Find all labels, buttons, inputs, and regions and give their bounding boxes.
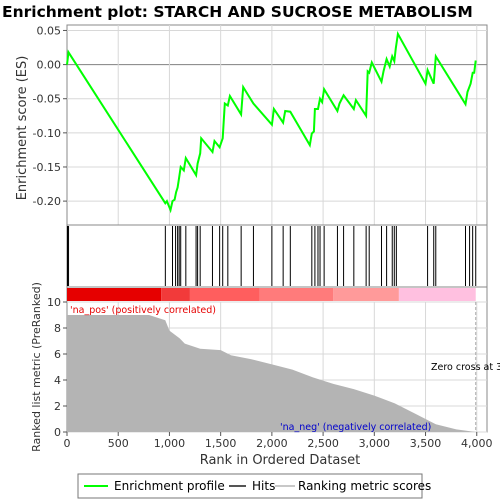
es-y-tick-label: -0.15 [33,161,61,174]
ranked-x-axis-label: Rank in Ordered Dataset [200,453,361,468]
ranked-y-tick-label: 10 [47,296,61,309]
color-bar-segment [67,288,162,301]
legend-frame [77,473,423,499]
ranked-y-tick-label: 6 [54,348,61,361]
ranked-y-axis-label: Ranked list metric (PreRanked) [30,282,43,452]
ranked-x-tick-label: 1,000 [154,437,186,450]
color-bar-segment [161,288,190,301]
ranked-y-tick-label: 4 [54,374,61,387]
es-y-tick-label: 0.05 [37,24,62,37]
ranked-x-tick-label: 0 [64,437,71,450]
ranked-x-tick-label: 3,000 [359,437,391,450]
es-panel-frame [66,24,488,226]
es-y-ticks: 0.05 0.00 -0.05 -0.10 -0.15 -0.20 [33,24,67,208]
ranked-x-tick-label: 2,500 [307,437,339,450]
ranked-y-tick-label: 8 [54,322,61,335]
ranked-x-tick-label: 4,000 [461,437,493,450]
chart-title: Enrichment plot: STARCH AND SUCROSE META… [2,3,473,21]
zero-cross-label: Zero cross at 3 [431,362,500,373]
ranked-x-tick-label: 500 [108,437,129,450]
ranked-x-tick-label: 2,000 [256,437,288,450]
es-y-tick-label: 0.00 [37,59,62,72]
legend-label-hits: Hits [252,479,275,493]
color-bar-segments [67,288,476,301]
legend-label-enrichment: Enrichment profile [114,479,225,493]
color-bar-segment [398,288,476,301]
positive-correlation-label: 'na_pos' (positively correlated) [70,305,216,316]
ranked-y-tick-label: 0 [54,426,61,439]
hits-panel [66,224,488,288]
legend-label-ranking: Ranking metric scores [298,479,431,493]
color-bar-segment [259,288,334,301]
es-y-tick-label: -0.05 [33,93,61,106]
es-y-tick-label: -0.10 [33,127,61,140]
es-gridlines [67,25,487,225]
legend: Enrichment profile Hits Ranking metric s… [77,473,431,499]
es-y-axis-label: Enrichment score (ES) [15,56,30,201]
ranked-y-tick-label: 2 [54,400,61,413]
ranking-metric-area [67,315,476,432]
color-bar-segment [189,288,260,301]
ranked-x-ticks: 0 500 1,000 1,500 2,000 2,500 3,000 3,500 4,000 [64,432,493,450]
es-y-tick-label: -0.20 [33,195,61,208]
negative-correlation-label: 'na_neg' (negatively correlated) [280,422,431,433]
ranked-list-panel: 0 2 4 6 8 10 0 500 1,000 1,500 2,000 2,500 3,000 3,5… [30,282,500,468]
ranked-x-tick-label: 1,500 [205,437,237,450]
rank-color-bar [66,286,488,303]
es-panel: 0.05 0.00 -0.05 -0.10 -0.15 -0.20 Enrichment … [15,24,488,226]
hit-markers [67,226,477,286]
ranked-y-ticks: 0 2 4 6 8 10 [47,296,67,439]
ranked-x-tick-label: 3,500 [410,437,442,450]
hits-panel-frame [66,224,488,288]
enrichment-profile-line [66,30,477,214]
color-bar-segment [333,288,399,301]
